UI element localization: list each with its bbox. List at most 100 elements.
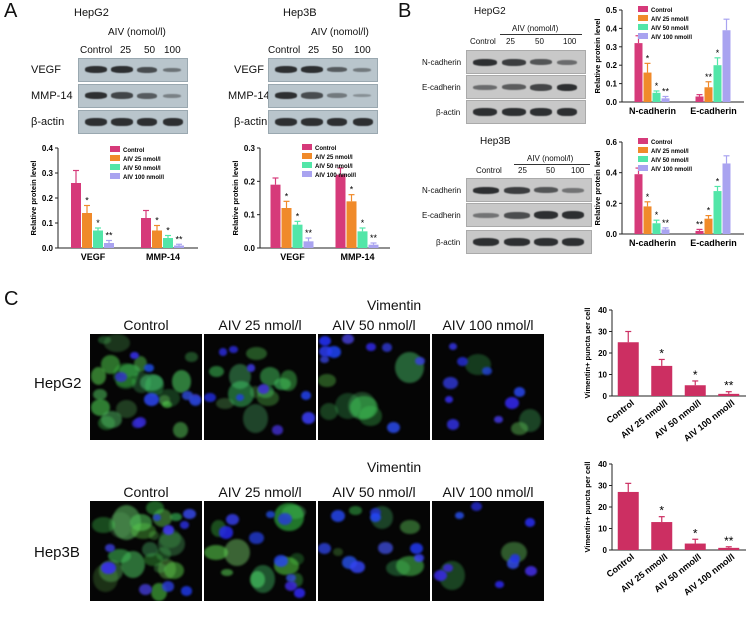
significance-mark: *: [659, 346, 664, 360]
panel-label-c: C: [4, 288, 19, 310]
blot-a-hepg2-dose-header: AIV (nomol/l): [108, 27, 166, 38]
vimentin-signal: [152, 508, 173, 527]
vimentin-signal: [145, 501, 164, 515]
western-blot-strip: [268, 84, 378, 108]
vimentin-signal: [98, 335, 112, 345]
legend-label: AIV 100 nmol/l: [651, 167, 692, 173]
lane-label: 100: [354, 45, 371, 56]
nucleus: [285, 580, 298, 591]
nucleus: [525, 518, 536, 528]
vimentin-signal: [259, 366, 281, 386]
nucleus: [130, 351, 139, 359]
category-label: N-cadherin: [629, 106, 676, 116]
y-tick-label: 20: [598, 503, 607, 512]
y-tick-label: 0.3: [606, 43, 618, 52]
western-blot-strip: [78, 58, 188, 82]
vimentin-signal: [158, 395, 170, 405]
y-axis-label: Vimentin+ puncta per cell: [583, 308, 592, 399]
nucleus: [180, 521, 189, 529]
chart-body: 0 10 20 30 40 Vimentin+ puncta per cell Contro…: [583, 306, 746, 443]
vimentin-signal: [129, 514, 153, 532]
nucleus: [513, 386, 526, 397]
nucleus: [525, 565, 538, 576]
nucleus: [443, 563, 454, 573]
bar: [684, 543, 706, 550]
vimentin-signal: [501, 541, 527, 564]
significance-mark: *: [350, 185, 354, 195]
microscopy-image: [318, 501, 430, 601]
vimentin-signal: [318, 373, 336, 388]
nucleus: [183, 508, 196, 520]
vimentin-signal: [185, 351, 198, 363]
vimentin-signal: [157, 531, 185, 556]
bar: [82, 213, 92, 248]
bar: [713, 191, 722, 234]
significance-mark: *: [296, 211, 300, 221]
nucleus: [481, 366, 492, 376]
significance-mark: **: [662, 86, 670, 96]
y-tick-label: 20: [598, 349, 607, 358]
vimentin-signal: [250, 564, 276, 593]
column-label: AIV 100 nmol/l: [442, 484, 534, 500]
y-tick-label: 40: [598, 460, 607, 469]
nucleus: [162, 525, 175, 535]
legend-swatch: [638, 24, 648, 30]
legend-label: AIV 25 nmol/l: [123, 157, 161, 163]
nucleus: [236, 394, 245, 402]
nucleus: [415, 357, 425, 366]
bar: [651, 365, 673, 396]
y-tick-label: 0.3: [42, 169, 54, 178]
microscopy-image: [432, 501, 544, 601]
y-axis-label: Relative protein level: [594, 18, 602, 93]
bar: [174, 245, 184, 248]
nucleus: [143, 393, 159, 407]
category-label: Control: [605, 552, 636, 580]
legend-swatch: [638, 6, 648, 12]
row-label-hep3b: Hep3B: [34, 544, 80, 561]
significance-mark: *: [655, 81, 659, 91]
nucleus: [286, 573, 297, 583]
y-tick-label: 10: [598, 371, 607, 380]
bar: [704, 87, 713, 102]
blot-b-hepg2-dose-header: AIV (nomol/l): [512, 24, 559, 33]
legend-swatch: [110, 164, 120, 170]
y-tick-label: 0.1: [42, 219, 54, 228]
bar: [643, 206, 652, 234]
bar: [722, 163, 731, 234]
legend-swatch: [110, 146, 120, 152]
nucleus: [277, 513, 292, 526]
nucleus: [132, 419, 143, 429]
vimentin-signal: [163, 561, 184, 580]
vimentin-signal: [172, 370, 192, 393]
bar: [152, 230, 162, 248]
bar: [713, 65, 722, 102]
bar: [303, 241, 314, 248]
column-label: AIV 100 nmol/l: [442, 317, 534, 333]
vimentin-signal: [359, 406, 382, 426]
y-axis-label: Vimentin+ puncta per cell: [583, 462, 592, 553]
legend-swatch: [110, 155, 120, 161]
nucleus: [444, 396, 454, 404]
significance-mark: *: [693, 368, 698, 382]
significance-mark: *: [659, 504, 664, 518]
bar-chart-c-hep3b: 0 10 20 30 40 Vimentin+ puncta per cell Contro…: [583, 460, 746, 597]
legend-swatch: [638, 156, 648, 162]
significance-mark: *: [693, 526, 698, 540]
nucleus: [138, 583, 152, 596]
nucleus: [414, 554, 424, 563]
significance-mark: *: [96, 218, 100, 228]
legend-label: AIV 100 nmol/l: [651, 35, 692, 41]
nucleus: [318, 542, 331, 554]
blot-b-hepg2-title: HepG2: [474, 6, 506, 17]
vimentin-title-hep3b: Vimentin: [367, 459, 422, 475]
category-label: VEGF: [81, 252, 106, 262]
bar: [634, 174, 643, 234]
vimentin-signal: [221, 568, 234, 577]
vimentin-signal: [215, 398, 234, 410]
microscopy-image: [318, 334, 430, 440]
legend-label: AIV 25 nmol/l: [315, 155, 353, 161]
y-tick-label: 0.6: [606, 138, 618, 147]
blot-b-hep3b-title: Hep3B: [480, 136, 511, 147]
nucleus: [448, 343, 458, 351]
